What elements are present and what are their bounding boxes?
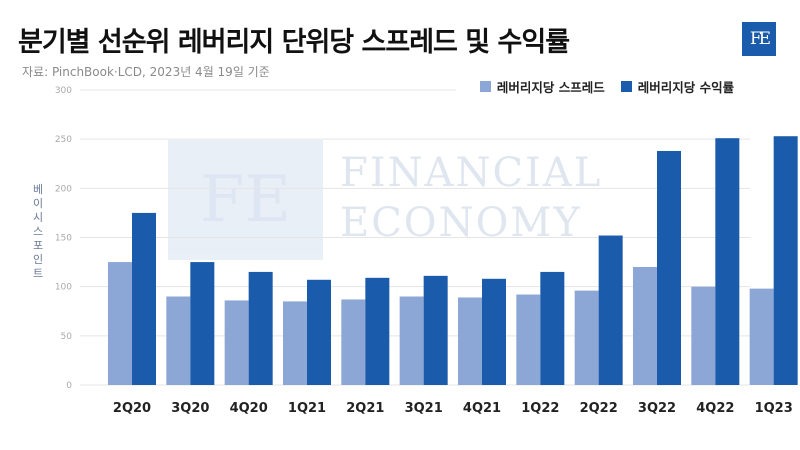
y-tick-label: 250 [55, 135, 72, 145]
bar-yield [715, 138, 740, 385]
y-tick-label: 200 [55, 184, 72, 194]
bar-spread [166, 296, 191, 385]
legend-swatch-spread [479, 80, 491, 92]
y-tick-label: 150 [55, 234, 72, 244]
x-tick-label: 2Q21 [346, 401, 384, 416]
y-axis-label-char: 이 [32, 197, 44, 210]
chart-title: 분기별 선순위 레버리지 단위당 스프레드 및 수익률 [18, 27, 570, 58]
x-tick-label: 2Q22 [580, 401, 618, 416]
bar-yield [248, 271, 273, 385]
bar-spread [108, 262, 132, 385]
bar-yield [365, 277, 390, 385]
bar-yield [482, 278, 506, 385]
y-tick-label: 300 [55, 86, 72, 96]
bar-spread [283, 301, 307, 385]
x-tick-label: 1Q21 [288, 401, 326, 416]
y-axis-label-char: 트 [32, 267, 44, 280]
x-tick-label: 4Q20 [230, 401, 268, 416]
y-axis-label-char: 인 [32, 253, 44, 266]
y-tick-label: 50 [61, 332, 73, 342]
bar-spread [691, 286, 716, 385]
bar-spread [749, 288, 774, 385]
legend-item-yield: 레버리지당 수익률 [620, 77, 735, 96]
legend-label-spread: 레버리지당 스프레드 [496, 79, 605, 95]
bar-yield [307, 279, 331, 385]
bar-spread [224, 300, 249, 385]
bar-yield [598, 235, 623, 385]
y-tick-label: 100 [55, 283, 72, 293]
watermark-line2: ECONOMY [340, 200, 582, 246]
legend: 레버리지당 스프레드 레버리지당 수익률 [456, 66, 758, 106]
legend-label-yield: 레버리지당 수익률 [637, 79, 735, 95]
watermark-mark: FE [168, 140, 323, 260]
y-axis-label-char: 스 [32, 225, 44, 238]
y-axis-label-char: 시 [32, 211, 44, 224]
bar-yield [423, 275, 448, 385]
brand-logo: FE [742, 22, 776, 56]
x-tick-label: 3Q20 [171, 401, 209, 416]
x-tick-label: 1Q22 [521, 401, 559, 416]
bar-spread [633, 267, 657, 385]
y-tick-label: 0 [66, 381, 72, 391]
source-note: 자료: PinchBook·LCD, 2023년 4월 19일 기준 [22, 65, 270, 79]
bar-yield [657, 150, 681, 385]
x-tick-label: 1Q23 [755, 401, 793, 416]
bar-spread [341, 299, 366, 385]
legend-item-spread: 레버리지당 스프레드 [479, 77, 605, 96]
x-tick-label: 4Q22 [696, 401, 734, 416]
bar-spread [516, 294, 541, 385]
y-axis-label-char: 포 [32, 239, 44, 252]
x-tick-label: 3Q22 [638, 401, 676, 416]
bar-spread [399, 296, 424, 385]
legend-swatch-yield [620, 80, 632, 92]
y-axis-label-char: 베 [32, 183, 44, 196]
x-tick-label: 2Q20 [113, 401, 151, 416]
bar-yield [190, 262, 215, 385]
x-tick-label: 3Q21 [405, 401, 443, 416]
bar-yield [540, 271, 565, 385]
bar-yield [773, 136, 798, 385]
bar-spread [458, 297, 482, 385]
bar-yield [132, 212, 156, 385]
bar-spread [574, 290, 599, 385]
x-tick-label: 4Q21 [463, 401, 501, 416]
